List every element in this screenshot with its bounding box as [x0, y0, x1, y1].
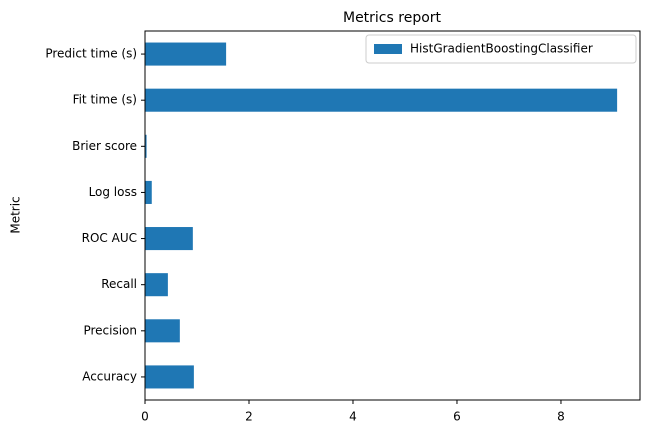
x-tick-label: 8	[557, 410, 565, 424]
plot-frame	[144, 30, 641, 401]
y-tick-label: Accuracy	[82, 369, 137, 383]
bar	[145, 227, 193, 251]
bar	[145, 319, 180, 343]
bar	[145, 88, 618, 112]
chart-title: Metrics report	[343, 10, 442, 26]
y-tick-label: Precision	[83, 323, 137, 337]
bar	[145, 42, 227, 66]
bar	[145, 365, 194, 389]
y-tick-label: ROC AUC	[82, 231, 137, 245]
x-tick-label: 6	[453, 410, 461, 424]
y-axis-label: Metric	[9, 196, 23, 233]
y-tick-label: Fit time (s)	[73, 93, 137, 107]
y-tick-label: Brier score	[72, 139, 137, 153]
x-tick-label: 2	[245, 410, 253, 424]
legend-box	[365, 34, 637, 64]
x-tick-label: 0	[141, 410, 149, 424]
legend-swatch	[374, 44, 402, 54]
y-tick-label: Recall	[101, 277, 137, 291]
y-tick-label: Log loss	[89, 185, 137, 199]
bar	[145, 180, 152, 204]
y-tick-label: Predict time (s)	[45, 47, 137, 61]
bar	[145, 273, 168, 297]
bar	[145, 134, 147, 158]
x-tick-label: 4	[349, 410, 357, 424]
legend-label: HistGradientBoostingClassifier	[410, 42, 593, 56]
